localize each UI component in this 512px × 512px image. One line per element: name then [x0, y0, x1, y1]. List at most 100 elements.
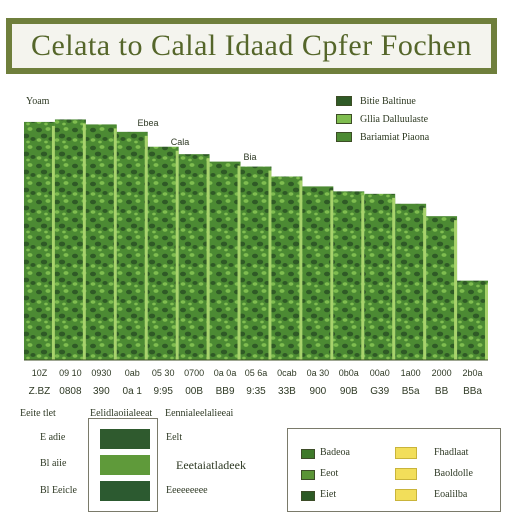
bar-7 — [240, 166, 272, 360]
x-tick-label: 0930 — [91, 368, 111, 378]
x-tick-label: 05 30 — [152, 368, 175, 378]
x-tick-label-secondary: 0a 1 — [123, 386, 143, 397]
bottom-legend-swatch-yellow — [395, 447, 417, 459]
table-row-value: Eelt — [166, 432, 183, 443]
legend-swatch — [336, 132, 352, 142]
chart-title: Celata to Calal Idaad Cpfer Fochen — [30, 29, 472, 62]
bar-stripe-13 — [454, 220, 458, 360]
title-banner-inner: Celata to Calal Idaad Cpfer Fochen — [12, 24, 491, 68]
x-tick-label: 09 10 — [59, 368, 82, 378]
bar-9 — [302, 186, 334, 360]
bottom-legend-right-label: Fhadlaat — [434, 447, 469, 458]
legend-label: Gllia Dalluulaste — [360, 113, 429, 125]
bar-13 — [426, 216, 458, 360]
bar-stripe-5 — [206, 158, 210, 360]
x-tick-label: 0700 — [184, 368, 204, 378]
table-row-label: Bl Eeicle — [40, 485, 77, 496]
bar-8 — [271, 176, 303, 360]
bar-stripe-2 — [113, 128, 117, 360]
table-swatch — [100, 481, 150, 501]
x-tick-label: 10Z — [32, 368, 48, 378]
bottom-legend-label: Eeot — [320, 468, 339, 479]
bottom-legend-right-label: Eoalilba — [434, 489, 468, 500]
legend-swatch — [336, 96, 352, 106]
bottom-legend-label: Eiet — [320, 489, 337, 500]
bottom-legend-swatch — [301, 491, 315, 501]
chart-annotation: Bia — [243, 152, 256, 162]
legend-item: Bariamiat Piaona — [336, 131, 429, 143]
table-header-mid: Eelidlaoiialeeat — [90, 408, 153, 419]
table-header-left: Eeite tlet — [20, 408, 56, 419]
x-tick-label-secondary: BB — [435, 386, 449, 397]
x-tick-label: 05 6a — [245, 368, 268, 378]
bottom-legend-swatch-yellow — [395, 489, 417, 501]
x-tick-label-secondary: 9:95 — [153, 386, 173, 397]
x-tick-label: 0a 0a — [214, 368, 237, 378]
legend-swatch — [336, 114, 352, 124]
title-banner: Celata to Calal Idaad Cpfer Fochen — [6, 18, 497, 74]
bar-stripe-3 — [144, 135, 148, 360]
bar-14 — [457, 280, 488, 360]
x-tick-label: 1a00 — [401, 368, 421, 378]
bar-12 — [395, 203, 427, 360]
x-tick-label-secondary: Z.BZ — [29, 386, 51, 397]
table-row-value: Eeeeeeeee — [166, 485, 208, 496]
bar-11 — [364, 193, 396, 360]
bottom-legend: Badeoa Fhadlaat Eeot Baoldolle Eiet Eoal… — [287, 428, 501, 512]
bar-2 — [85, 124, 117, 361]
table-swatch-box — [88, 418, 158, 512]
legend-label: Bariamiat Piaona — [360, 131, 430, 143]
legend-item: Bitie Baltinue — [336, 95, 416, 107]
table-swatch — [100, 429, 150, 449]
bar-stripe-0 — [51, 125, 55, 360]
legend-item: Gllia Dalluulaste — [336, 113, 428, 125]
bar-5 — [178, 154, 210, 360]
bottom-legend-swatch-yellow — [395, 468, 417, 480]
x-tick-label: 00a0 — [370, 368, 390, 378]
bar-0 — [24, 121, 55, 360]
bar-stripe-7 — [268, 170, 272, 360]
bar-stripe-12 — [423, 207, 427, 360]
table-swatch — [100, 455, 150, 475]
x-tick-label-secondary: B5a — [402, 386, 420, 397]
y-axis-label: Yoam — [26, 96, 50, 107]
x-tick-label-secondary: 900 — [310, 386, 327, 397]
x-tick-label-secondary: 0808 — [59, 386, 82, 397]
x-tick-label: 0a 30 — [307, 368, 330, 378]
bar-stripe-10 — [361, 195, 365, 360]
x-tick-label: 2b0a — [463, 368, 483, 378]
bar-4 — [147, 146, 179, 360]
bottom-legend-swatch — [301, 449, 315, 459]
x-tick-label: 2000 — [432, 368, 452, 378]
x-tick-label: 0b0a — [339, 368, 359, 378]
x-tick-label-secondary: 390 — [93, 386, 110, 397]
bottom-legend-swatch — [301, 470, 315, 480]
x-tick-label-secondary: BBa — [463, 386, 482, 397]
legend-label: Bitie Baltinue — [360, 95, 416, 107]
bottom-legend-label: Badeoa — [320, 447, 350, 458]
bar-stripe-6 — [237, 165, 241, 360]
x-tick-label-secondary: G39 — [370, 386, 389, 397]
table-row-label: Bl aiie — [40, 458, 67, 469]
x-tick-label: 0ab — [125, 368, 140, 378]
table-header-right: Eennialeelalieeai — [165, 408, 234, 419]
table-row-value: Eeetaiatladeek — [176, 458, 246, 472]
bar-3 — [116, 131, 148, 360]
x-tick-label-secondary: 33B — [278, 386, 296, 397]
x-tick-label-secondary: 90B — [340, 386, 358, 397]
bar-10 — [333, 191, 365, 360]
x-tick-label-secondary: 9:35 — [246, 386, 266, 397]
x-tick-label-secondary: BB9 — [216, 386, 235, 397]
bar-6 — [209, 161, 241, 360]
chart-annotation: Ebea — [137, 118, 158, 128]
x-tick-label: 0cab — [277, 368, 297, 378]
bar-stripe-9 — [330, 190, 334, 360]
table-row-label: E adie — [40, 432, 66, 443]
bar-stripe-8 — [299, 180, 303, 360]
bar-stripe-14 — [485, 284, 488, 360]
bar-stripe-11 — [392, 197, 396, 360]
bar-stripe-1 — [82, 123, 86, 360]
x-tick-label-secondary: 00B — [185, 386, 203, 397]
bottom-legend-right-label: Baoldolle — [434, 468, 473, 479]
